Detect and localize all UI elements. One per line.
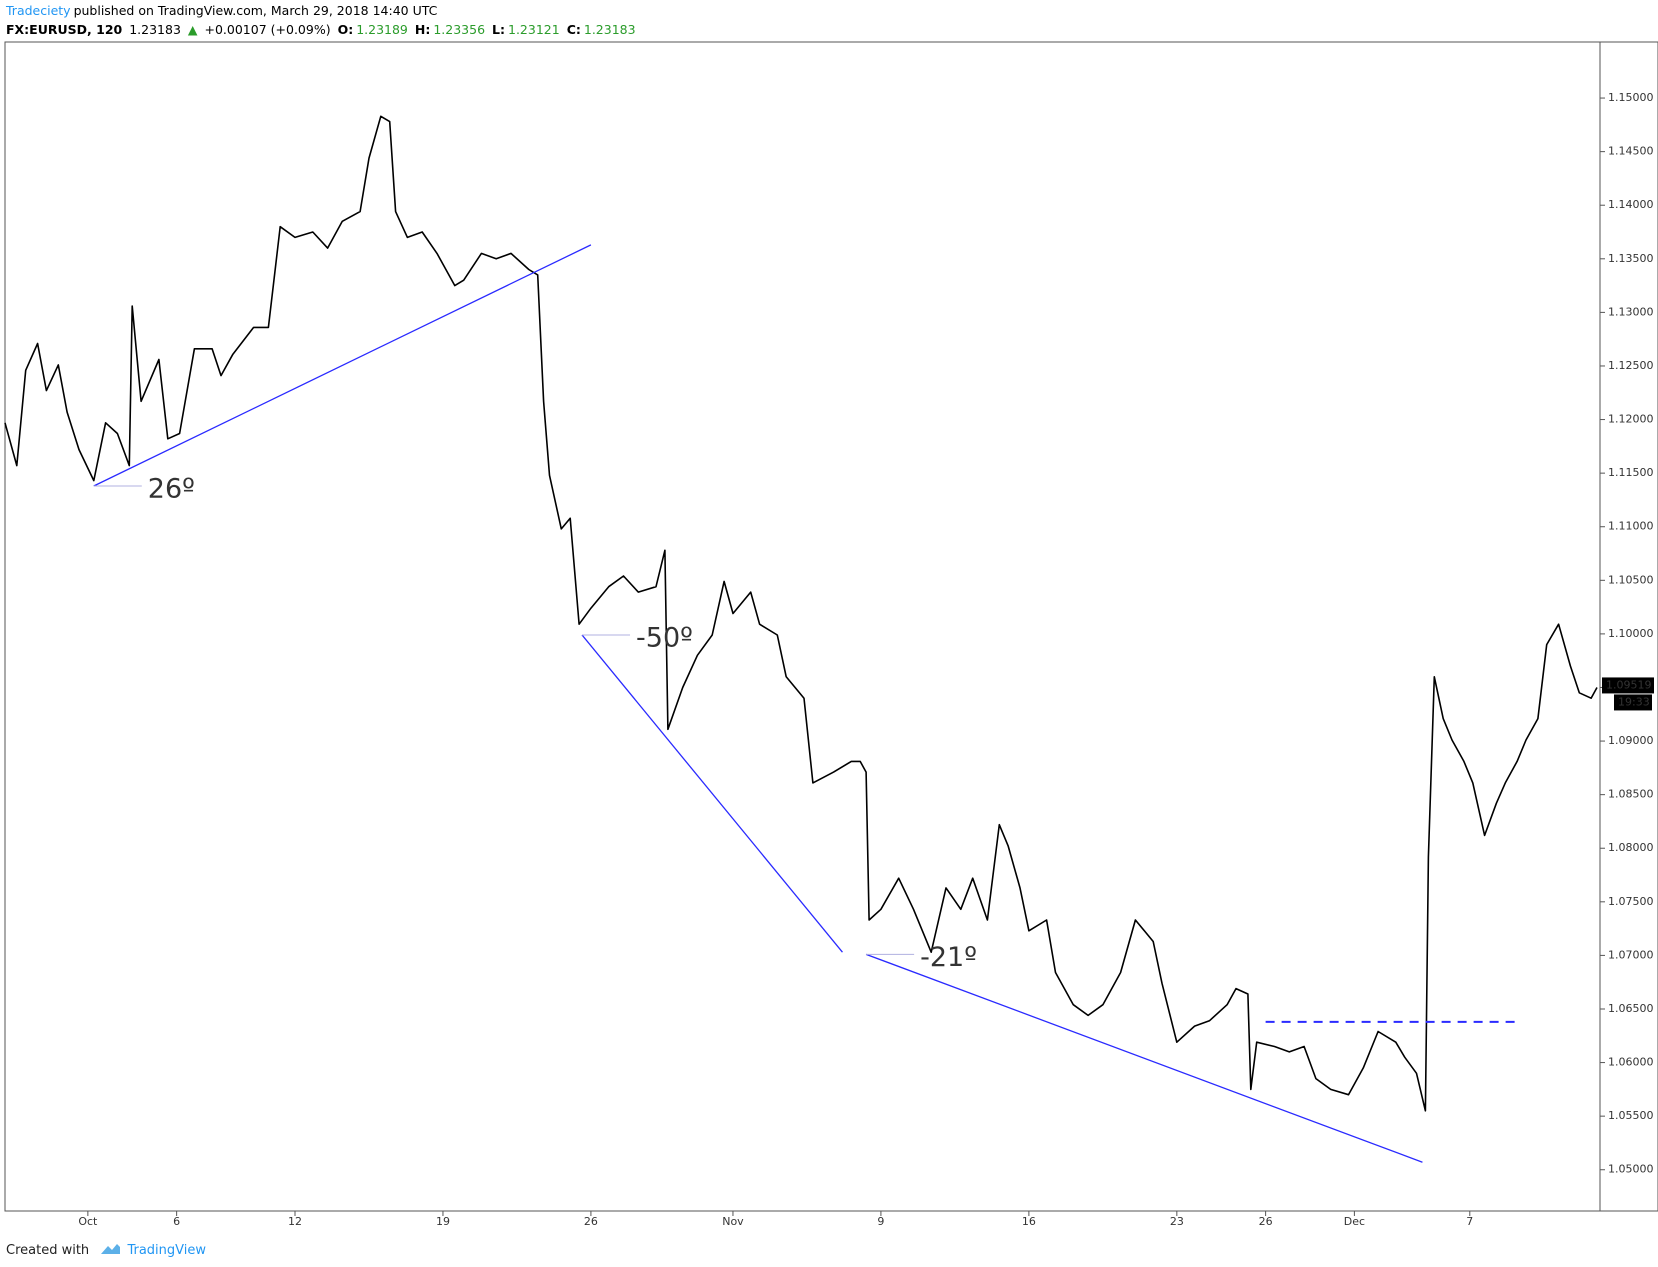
- y-tick-label: 1.05500: [1608, 1109, 1654, 1122]
- y-tick-label: 1.11000: [1608, 520, 1654, 533]
- y-tick-label: 1.08000: [1608, 841, 1654, 854]
- author[interactable]: Tradeciety: [6, 3, 71, 18]
- created-with: Created with: [6, 1243, 90, 1258]
- price-line: [4, 115, 1598, 1112]
- h-label: H:: [414, 22, 431, 37]
- y-tick-label: 1.10000: [1608, 627, 1654, 640]
- trendline: [581, 634, 843, 953]
- tv-logo: [101, 1244, 121, 1254]
- publish-line: Tradeciety published on TradingView.com, …: [6, 3, 440, 18]
- frame: [4, 41, 1658, 1212]
- y-tick-label: 1.08500: [1608, 788, 1654, 801]
- x-tick-label: 12: [288, 1215, 302, 1228]
- angle-label: 26º: [148, 474, 195, 505]
- last: 1.23183: [129, 22, 181, 37]
- y-tick-label: 1.06000: [1608, 1056, 1654, 1069]
- y-tick-label: 1.10500: [1608, 573, 1654, 586]
- published: published on TradingView.com, March 29, …: [73, 3, 438, 18]
- x-tick-label: 26: [584, 1215, 598, 1228]
- h: 1.23356: [433, 22, 486, 37]
- brand[interactable]: TradingView: [127, 1243, 206, 1258]
- y-tick-label: 1.11500: [1608, 466, 1654, 479]
- arrow: ▲: [187, 22, 198, 37]
- y-tick-label: 1.07000: [1608, 948, 1654, 961]
- y-tick-label: 1.09000: [1608, 734, 1654, 747]
- x-tick-label: 16: [1022, 1215, 1036, 1228]
- y-tick-label: 1.13000: [1608, 305, 1654, 318]
- l-label: L:: [492, 22, 505, 37]
- angle-label: -50º: [636, 622, 693, 653]
- x-tick-label: 7: [1466, 1215, 1473, 1228]
- x-tick-label: 6: [173, 1215, 180, 1228]
- x-tick-label: 23: [1170, 1215, 1184, 1228]
- y-tick-label: 1.12000: [1608, 413, 1654, 426]
- x-tick-label: 19: [436, 1215, 450, 1228]
- l: 1.23121: [508, 22, 560, 37]
- y-tick-label: 1.15000: [1608, 91, 1654, 104]
- x-tick-label: 26: [1259, 1215, 1273, 1228]
- y-tick-label: 1.06500: [1608, 1002, 1654, 1015]
- y-tick-label: 1.14500: [1608, 145, 1654, 158]
- x-tick-label: Nov: [722, 1215, 744, 1228]
- angle-label: -21º: [920, 942, 977, 973]
- y-tick-label: 1.12500: [1608, 359, 1654, 372]
- symbol: FX:EURUSD, 120: [6, 22, 123, 37]
- change: +0.00107 (+0.09%): [204, 22, 331, 37]
- last-price-box: [1602, 677, 1654, 694]
- o-label: O:: [337, 22, 354, 37]
- c: 1.23183: [583, 22, 636, 37]
- y-tick-label: 1.07500: [1608, 895, 1654, 908]
- x-tick-label: Oct: [78, 1215, 98, 1228]
- last-time-box: [1614, 694, 1652, 711]
- x-tick-label: 9: [877, 1215, 884, 1228]
- last-price-label: 1.09519: [1606, 678, 1652, 691]
- chart: 1.05000 1.05500 1.06000 1.06500 1.07000 1.075…: [4, 41, 1658, 1228]
- footer: Created with TradingView: [6, 1240, 206, 1258]
- trendline: [93, 244, 592, 487]
- o: 1.23189: [356, 22, 408, 37]
- quote-line: FX:EURUSD, 120 1.23183 ▲ +0.00107 (+0.09…: [6, 22, 639, 37]
- y-tick-label: 1.14000: [1608, 198, 1654, 211]
- y-tick-label: 1.05000: [1608, 1163, 1654, 1176]
- c-label: C:: [566, 22, 581, 37]
- x-tick-label: Dec: [1344, 1215, 1365, 1228]
- last-time-label: 19:33: [1618, 695, 1650, 708]
- y-tick-label: 1.13500: [1608, 252, 1654, 265]
- trendline: [865, 953, 1423, 1163]
